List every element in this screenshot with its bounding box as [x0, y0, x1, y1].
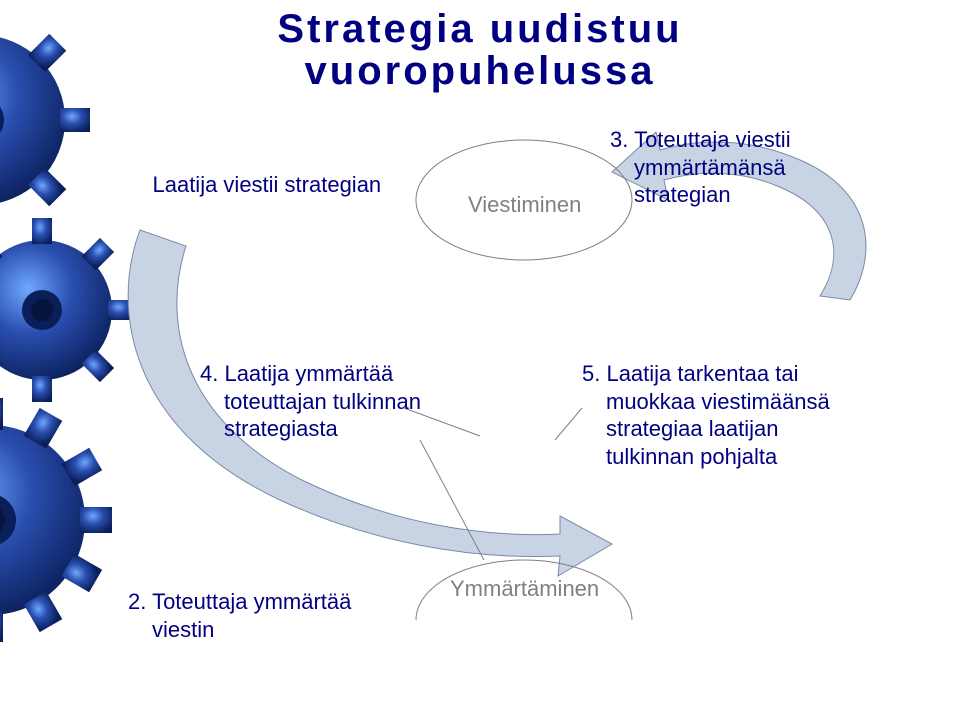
step-5-line2: muokkaa viestimäänsä — [582, 388, 912, 416]
step-3: 3. Toteuttaja viestii ymmärtämänsä strat… — [610, 126, 910, 209]
diagram-stage: Strategia uudistuu vuoropuhelussa 1. Laa… — [0, 0, 960, 716]
step-5-line4: tulkinnan pohjalta — [582, 443, 912, 471]
step-1: 1. Laatija viestii strategian — [128, 172, 428, 198]
step-3-line1: 3. Toteuttaja viestii — [610, 126, 910, 154]
title-line-2: vuoropuhelussa — [0, 50, 960, 92]
step-3-line2: ymmärtämänsä — [610, 154, 910, 182]
step-4-line3: strategiasta — [200, 415, 500, 443]
step-4-line2: toteuttajan tulkinnan — [200, 388, 500, 416]
step-5: 5. Laatija tarkentaa tai muokkaa viestim… — [582, 360, 912, 470]
step-2: 2. Toteuttaja ymmärtää viestin — [128, 588, 428, 643]
step-1-number: 1. — [128, 172, 146, 197]
connector-line — [420, 440, 484, 560]
step-3-line3: strategian — [610, 181, 910, 209]
gear-decoration — [0, 0, 130, 716]
step-4: 4. Laatija ymmärtää toteuttajan tulkinna… — [200, 360, 500, 443]
step-2-line2: viestin — [128, 616, 428, 644]
ellipse-label-bottom: Ymmärtäminen — [450, 576, 599, 602]
step-5-line1: 5. Laatija tarkentaa tai — [582, 360, 912, 388]
step-4-line1: 4. Laatija ymmärtää — [200, 360, 500, 388]
step-2-line1: 2. Toteuttaja ymmärtää — [128, 588, 428, 616]
connector-line — [555, 408, 582, 440]
title-line-1: Strategia uudistuu — [0, 8, 960, 50]
ellipse-label-top: Viestiminen — [468, 192, 581, 218]
page-title: Strategia uudistuu vuoropuhelussa — [0, 8, 960, 92]
step-1-text: Laatija viestii strategian — [152, 172, 381, 197]
step-5-line3: strategiaa laatijan — [582, 415, 912, 443]
